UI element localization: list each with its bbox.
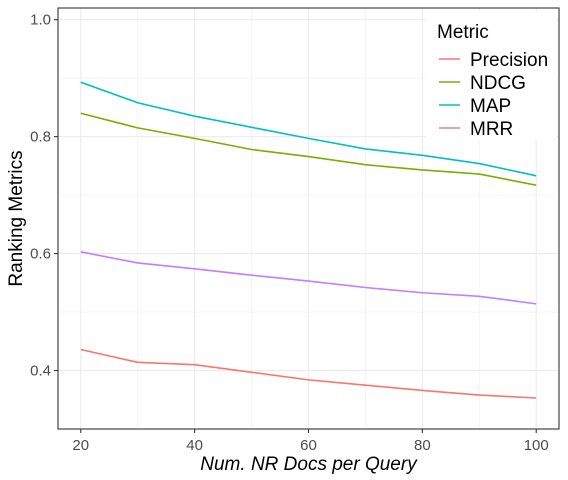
grid: [58, 8, 559, 430]
series-lines: [80, 81, 537, 399]
x-axis-ticks: 20 40 60 80 100: [72, 429, 549, 454]
y-axis-ticks: 0.4 0.6 0.8 1.0: [30, 12, 58, 380]
legend-background: [426, 12, 556, 140]
y-tick-label: 0.4: [30, 363, 51, 380]
series-line-precision: [80, 348, 537, 399]
x-tick-label: 100: [524, 437, 549, 454]
legend-label-precision: Precision: [470, 50, 548, 71]
legend-label-mrr: MRR: [470, 119, 513, 140]
x-tick-label: 80: [414, 437, 431, 454]
x-axis-title: Num. NR Docs per Query: [200, 454, 418, 475]
y-axis-title: Ranking Metrics: [6, 150, 27, 286]
y-tick-label: 1.0: [30, 12, 51, 29]
x-tick-label: 20: [72, 437, 89, 454]
legend-label-map: MAP: [470, 96, 511, 117]
x-tick-label: 40: [186, 437, 203, 454]
y-tick-label: 0.8: [30, 129, 51, 146]
legend-label-ndcg: NDCG: [470, 73, 526, 94]
y-tick-label: 0.6: [30, 246, 51, 263]
series-line-mrr: [80, 251, 537, 305]
series-line-map: [80, 81, 537, 177]
series-line-ndcg: [80, 112, 537, 186]
x-tick-label: 60: [300, 437, 317, 454]
legend-title: Metric: [437, 22, 489, 43]
